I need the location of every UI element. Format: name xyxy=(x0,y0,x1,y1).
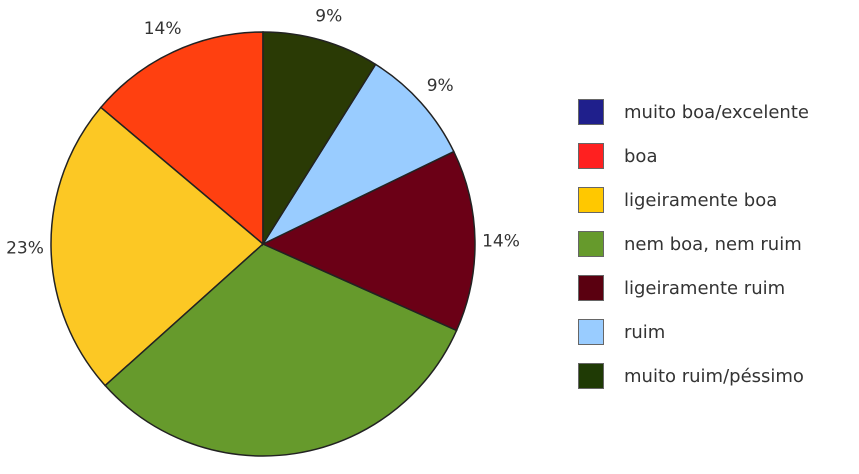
legend-swatch xyxy=(578,319,604,345)
legend-item: muito boa/excelente xyxy=(578,90,853,134)
legend-item: boa xyxy=(578,134,853,178)
slice-percent-label: 23% xyxy=(6,239,44,259)
legend-swatch xyxy=(578,99,604,125)
legend-item: ruim xyxy=(578,310,853,354)
pie-slice xyxy=(261,150,476,332)
legend-label: ruim xyxy=(624,321,666,343)
legend-swatch xyxy=(578,187,604,213)
legend-label: muito ruim/péssimo xyxy=(624,365,804,387)
legend-item: muito ruim/péssimo xyxy=(578,354,853,398)
slice-percent-label: 14% xyxy=(144,19,182,39)
legend: muito boa/excelente boa ligeiramente boa… xyxy=(578,90,853,398)
legend-swatch xyxy=(578,143,604,169)
legend-swatch xyxy=(578,231,604,257)
legend-label: nem boa, nem ruim xyxy=(624,233,802,255)
legend-swatch xyxy=(578,363,604,389)
pie-slice xyxy=(50,106,265,387)
legend-swatch xyxy=(578,275,604,301)
legend-item: nem boa, nem ruim xyxy=(578,222,853,266)
slice-percent-label: 14% xyxy=(482,231,520,251)
legend-item: ligeiramente boa xyxy=(578,178,853,222)
legend-item: ligeiramente ruim xyxy=(578,266,853,310)
pie-slice xyxy=(104,243,458,457)
legend-label: muito boa/excelente xyxy=(624,101,809,123)
legend-label: ligeiramente boa xyxy=(624,189,778,211)
pie-slice xyxy=(262,31,377,247)
slice-percent-label: 9% xyxy=(315,6,342,26)
slice-percent-label: 9% xyxy=(427,76,454,96)
pie-slice xyxy=(260,63,455,246)
legend-label: boa xyxy=(624,145,658,167)
legend-label: ligeiramente ruim xyxy=(624,277,786,299)
pie-slice xyxy=(99,31,264,246)
